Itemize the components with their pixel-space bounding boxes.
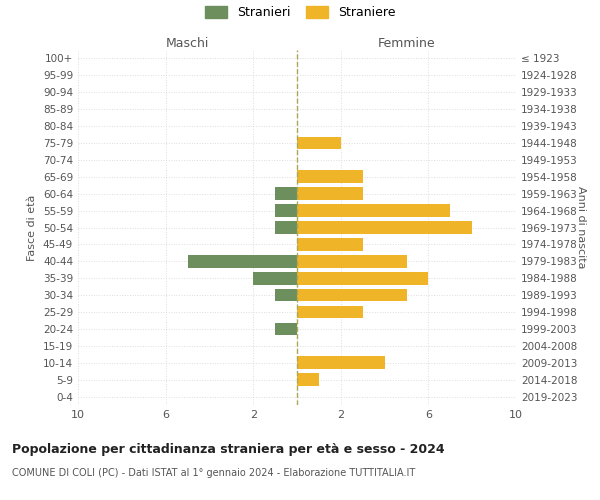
Bar <box>275 188 297 200</box>
Bar <box>297 289 407 302</box>
Bar <box>297 238 362 250</box>
Bar <box>187 255 297 268</box>
Bar <box>253 272 297 284</box>
Bar <box>275 221 297 234</box>
Bar <box>297 374 319 386</box>
Text: Femmine: Femmine <box>377 37 436 50</box>
Bar <box>297 188 362 200</box>
Bar <box>297 170 362 183</box>
Bar <box>297 356 385 369</box>
Text: Maschi: Maschi <box>166 37 209 50</box>
Y-axis label: Fasce di età: Fasce di età <box>28 194 37 260</box>
Text: COMUNE DI COLI (PC) - Dati ISTAT al 1° gennaio 2024 - Elaborazione TUTTITALIA.IT: COMUNE DI COLI (PC) - Dati ISTAT al 1° g… <box>12 468 415 477</box>
Bar <box>297 221 472 234</box>
Bar <box>297 255 407 268</box>
Bar <box>275 289 297 302</box>
Y-axis label: Anni di nascita: Anni di nascita <box>576 186 586 269</box>
Legend: Stranieri, Straniere: Stranieri, Straniere <box>205 6 395 19</box>
Text: Popolazione per cittadinanza straniera per età e sesso - 2024: Popolazione per cittadinanza straniera p… <box>12 442 445 456</box>
Bar <box>297 306 362 318</box>
Bar <box>275 322 297 336</box>
Bar <box>275 204 297 217</box>
Bar <box>297 272 428 284</box>
Bar <box>297 204 450 217</box>
Bar <box>297 136 341 149</box>
